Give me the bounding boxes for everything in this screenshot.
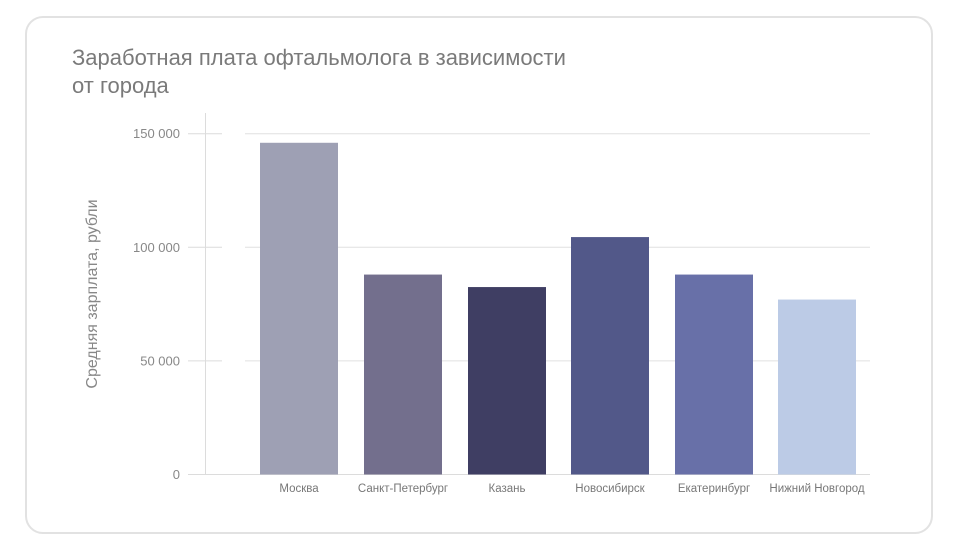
bar-6 <box>778 299 856 475</box>
bar-4 <box>571 237 649 475</box>
bar-5 <box>675 274 753 475</box>
title-line-2: от города <box>72 73 169 98</box>
chart-title: Заработная плата офтальмолога в зависимо… <box>72 44 672 100</box>
y-tick-label: 100 000 <box>133 240 180 255</box>
x-tick-label: Санкт-Петербург <box>358 483 448 495</box>
y-axis-label: Средняя зарплата, рубли <box>84 199 101 388</box>
x-tick-label: Казань <box>489 483 526 495</box>
bar-2 <box>364 274 442 475</box>
y-tick-label: 0 <box>173 467 180 482</box>
y-tick-label: 150 000 <box>133 126 180 141</box>
y-tick-label: 50 000 <box>140 353 180 368</box>
x-tick-label: Новосибирск <box>575 483 645 495</box>
x-tick-label: Нижний Новгород <box>769 483 865 495</box>
x-tick-label: Москва <box>279 483 319 495</box>
bar-1 <box>260 142 338 475</box>
x-tick-label: Екатеринбург <box>678 483 750 495</box>
title-line-1: Заработная плата офтальмолога в зависимо… <box>72 45 566 70</box>
bar-3 <box>468 287 546 475</box>
